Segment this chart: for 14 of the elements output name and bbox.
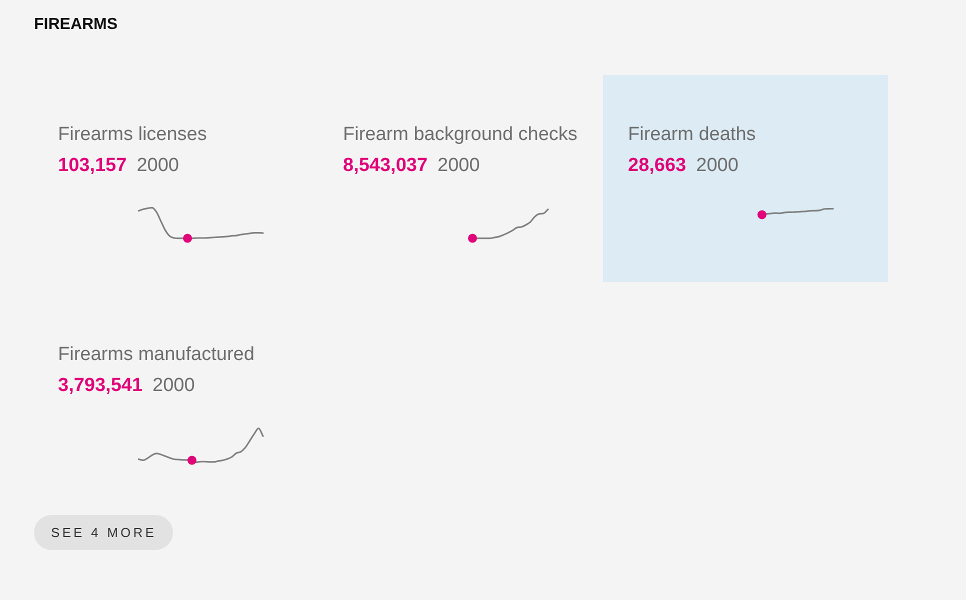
text: 28,663 xyxy=(628,155,686,176)
text: FIREARMS xyxy=(34,15,118,35)
text: 2000 xyxy=(696,155,738,176)
text: 8,543,037 xyxy=(343,155,428,176)
chart-title: Firearms manufactured xyxy=(58,344,254,366)
text: 2000 xyxy=(136,155,179,176)
text: 2000 xyxy=(152,375,195,396)
text: 103,157 xyxy=(58,155,127,176)
see-more-button[interactable]: SEE 4 MORE xyxy=(34,515,174,550)
chart-title: Firearm background checks xyxy=(343,124,578,146)
text: 3,793,541 xyxy=(58,375,143,396)
chart-title: Firearms licenses xyxy=(58,124,207,146)
chart-title: Firearm deaths xyxy=(628,124,756,146)
text: 2000 xyxy=(438,155,480,176)
